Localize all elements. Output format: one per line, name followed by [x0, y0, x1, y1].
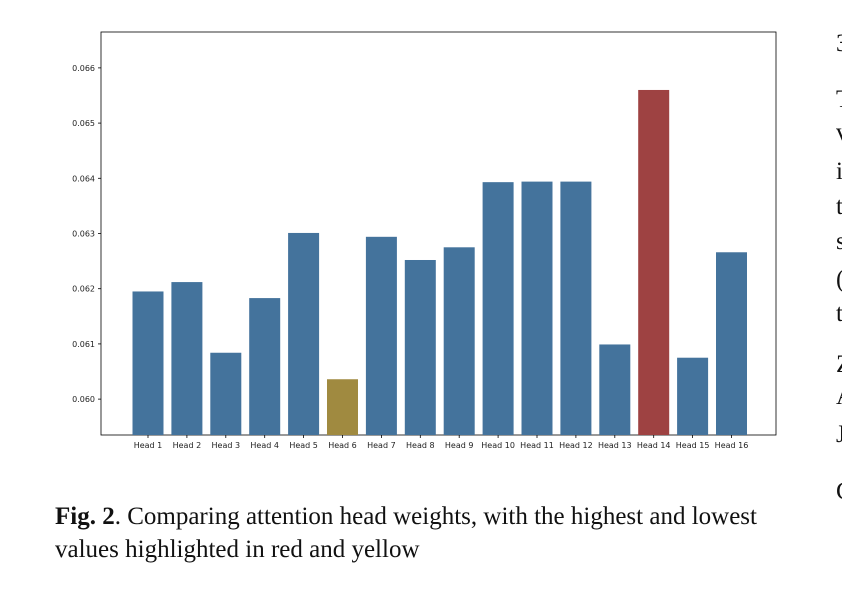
bar-head-12 — [560, 181, 592, 435]
x-tick-label: Head 4 — [250, 441, 279, 450]
x-tick-label: Head 7 — [367, 441, 396, 450]
caption-text: . Comparing attention head weights, with… — [55, 503, 757, 563]
y-tick-label: 0.063 — [72, 230, 95, 239]
x-tick-label: Head 6 — [328, 441, 357, 450]
right-column-fragment: t — [836, 300, 842, 327]
x-tick-label: Head 9 — [445, 441, 474, 450]
figure-caption: Fig. 2. Comparing attention head weights… — [55, 500, 790, 566]
bar-head-2 — [171, 282, 203, 435]
right-column-fragment: t — [836, 193, 842, 220]
bar-head-10 — [482, 182, 514, 435]
x-axis: Head 1 Head 2 Head 3 Head 4 Head 5 Head 6 Head… — [134, 435, 749, 450]
bars — [132, 89, 747, 435]
x-tick-label: Head 13 — [598, 441, 632, 450]
bar-head-6 — [327, 379, 358, 435]
right-column-fragment: ( — [836, 266, 842, 294]
bar-head-5 — [288, 232, 320, 435]
x-tick-label: Head 11 — [520, 441, 554, 450]
x-tick-label: Head 15 — [676, 441, 710, 450]
x-tick-label: Head 3 — [212, 441, 241, 450]
y-tick-label: 0.064 — [72, 174, 95, 183]
x-tick-label: Head 5 — [289, 441, 318, 450]
right-column-fragment: v — [836, 119, 842, 147]
caption-label: Fig. 2 — [55, 503, 115, 530]
x-tick-label: Head 1 — [134, 441, 163, 450]
y-tick-label: 0.065 — [72, 119, 95, 128]
x-tick-label: Head 14 — [637, 441, 671, 450]
bar-head-13 — [599, 344, 631, 435]
bar-head-3 — [210, 352, 242, 435]
bar-head-7 — [365, 236, 397, 435]
y-tick-label: 0.062 — [72, 285, 95, 294]
y-tick-label: 0.061 — [72, 340, 95, 349]
bar-head-16 — [716, 252, 747, 435]
bar-head-8 — [404, 259, 436, 435]
x-tick-label: Head 16 — [715, 441, 749, 450]
y-axis: 0.060 0.061 0.062 0.063 0.064 0.065 0.066 — [72, 64, 101, 404]
right-column-fragment: C — [836, 478, 842, 506]
bar-head-4 — [249, 298, 281, 435]
x-tick-label: Head 8 — [406, 441, 435, 450]
bar-head-14 — [638, 89, 670, 435]
x-tick-label: Head 2 — [173, 441, 202, 450]
right-column-fragment: A — [836, 383, 842, 411]
bar-head-11 — [521, 181, 553, 435]
bar-head-1 — [132, 291, 164, 435]
right-column-fragment: T — [836, 86, 842, 114]
y-tick-label: 0.060 — [72, 395, 95, 404]
right-column-fragment: 3 — [836, 30, 842, 58]
bar-chart: 0.060 0.061 0.062 0.063 0.064 0.065 0.066 Head… — [72, 31, 777, 450]
right-column-fragment: J — [836, 421, 842, 448]
x-tick-label: Head 10 — [481, 441, 515, 450]
right-column-fragment: i — [836, 158, 842, 185]
right-column-fragment: Z — [836, 351, 842, 379]
bar-head-15 — [677, 357, 709, 435]
x-tick-label: Head 12 — [559, 441, 593, 450]
bar-head-9 — [443, 247, 475, 435]
right-column-fragment: s — [836, 228, 842, 255]
y-tick-label: 0.066 — [72, 64, 95, 73]
